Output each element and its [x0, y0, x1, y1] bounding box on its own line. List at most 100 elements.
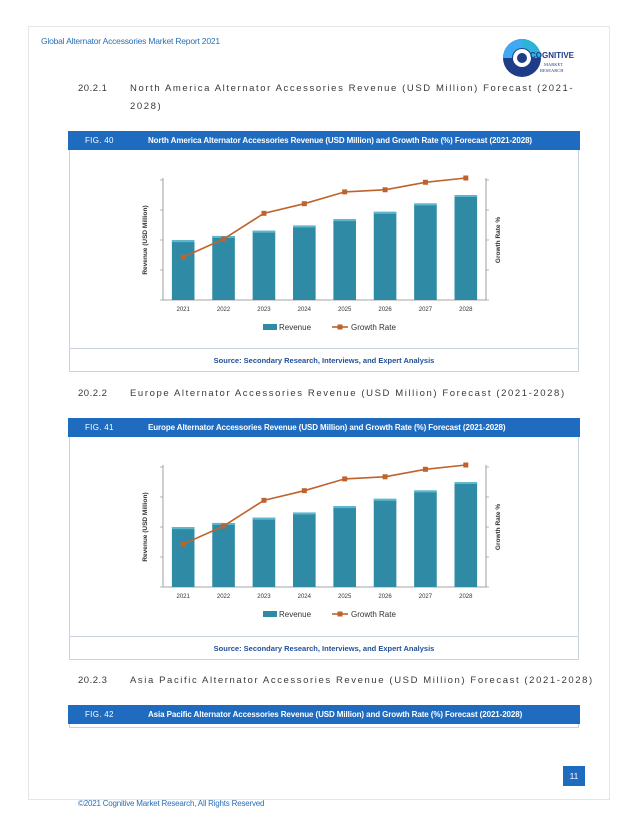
growth-rate-point	[342, 189, 348, 195]
legend-swatch-revenue	[263, 611, 277, 617]
growth-rate-point	[382, 474, 388, 480]
growth-rate-point	[342, 476, 348, 482]
x-tick-label: 2023	[257, 307, 271, 313]
growth-rate-point	[463, 462, 469, 468]
revenue-bar-highlight	[293, 512, 316, 515]
legend-swatch-growth-marker	[337, 324, 343, 330]
revenue-bar	[454, 482, 478, 587]
x-tick-label: 2026	[378, 307, 392, 313]
x-tick-label: 2021	[177, 594, 191, 600]
x-tick-label: 2024	[298, 594, 312, 600]
revenue-bar	[333, 506, 356, 587]
figure-caption-bar: FIG. 40 North America Alternator Accesso…	[68, 131, 580, 150]
growth-rate-point	[180, 254, 186, 260]
revenue-bar-highlight	[252, 517, 276, 520]
logo-word: COGNITIVE	[530, 51, 575, 60]
combo-chart: Revenue (USD Million) Growth Rate % 2021 20…	[142, 462, 502, 619]
revenue-bar	[414, 203, 437, 300]
legend-label-revenue: Revenue	[279, 610, 312, 619]
revenue-bar	[293, 512, 316, 587]
growth-rate-point	[180, 541, 186, 547]
growth-rate-point	[301, 201, 307, 207]
revenue-bar	[171, 527, 195, 587]
figure-title: Asia Pacific Alternator Accessories Reve…	[148, 710, 523, 719]
legend-label-revenue: Revenue	[279, 323, 312, 332]
section-title-cont: 2028)	[130, 101, 163, 112]
x-tick-label: 2024	[298, 307, 312, 313]
revenue-bar-highlight	[293, 225, 316, 228]
growth-rate-line	[182, 464, 466, 545]
growth-rate-point	[261, 210, 267, 216]
legend-label-growth-rate: Growth Rate	[351, 610, 396, 619]
growth-rate-point	[301, 488, 307, 494]
x-tick-label: 2028	[459, 594, 473, 600]
x-tick-label: 2027	[419, 594, 433, 600]
x-tick-label: 2026	[378, 594, 392, 600]
legend-label-growth-rate: Growth Rate	[351, 323, 396, 332]
figure-title: North America Alternator Accessories Rev…	[148, 136, 532, 145]
revenue-bar-highlight	[333, 219, 356, 222]
figure-title: Europe Alternator Accessories Revenue (U…	[148, 423, 506, 432]
x-tick-label: 2021	[177, 307, 191, 313]
revenue-bar-highlight	[333, 506, 356, 509]
figure-caption-bar: FIG. 42 Asia Pacific Alternator Accessor…	[68, 705, 580, 724]
legend-swatch-revenue	[263, 324, 277, 330]
revenue-bar	[414, 490, 437, 587]
revenue-bar	[373, 498, 397, 587]
section-number: 20.2.1	[78, 83, 108, 94]
figure-number: FIG. 40	[85, 136, 114, 145]
figure-box: Revenue (USD Million) Growth Rate % 2021 20…	[69, 437, 579, 660]
revenue-bar-highlight	[252, 230, 276, 233]
logo-sub2: RESEARCH	[540, 68, 564, 73]
revenue-bar	[252, 230, 276, 300]
section-number: 20.2.3	[78, 675, 108, 686]
growth-rate-point	[463, 175, 469, 181]
legend-swatch-growth-marker	[337, 611, 343, 617]
revenue-bar	[333, 219, 356, 300]
section-heading-20-2-2: 20.2.2 Europe Alternator Accessories Reve…	[78, 385, 566, 403]
x-tick-label: 2023	[257, 594, 271, 600]
footer-copyright: ©2021 Cognitive Market Research, All Rig…	[78, 799, 265, 808]
figure-number: FIG. 41	[85, 423, 114, 432]
revenue-bar-highlight	[171, 240, 195, 243]
revenue-bar-highlight	[454, 195, 478, 197]
revenue-bar	[212, 522, 235, 587]
revenue-bar	[373, 211, 397, 300]
growth-rate-point	[221, 523, 227, 529]
growth-rate-line	[182, 177, 466, 258]
x-tick-label: 2025	[338, 307, 352, 313]
growth-rate-point	[422, 466, 428, 472]
x-tick-label: 2027	[419, 307, 433, 313]
cognitive-logo: COGNITIVE MARKET RESEARCH	[503, 39, 575, 77]
y2-axis-label: Growth Rate %	[495, 217, 502, 263]
growth-rate-point	[422, 179, 428, 185]
revenue-bar-highlight	[373, 498, 397, 501]
page-frame	[28, 26, 610, 800]
x-tick-label: 2025	[338, 594, 352, 600]
section-title: Asia Pacific Alternator Accessories Reve…	[130, 675, 594, 686]
revenue-bar-highlight	[414, 490, 437, 493]
figure-box	[69, 724, 579, 728]
figure-source: Source: Secondary Research, Interviews, …	[70, 636, 578, 660]
revenue-bar	[171, 240, 195, 300]
figure-box: Revenue (USD Million) Growth Rate % 2021 20…	[69, 150, 579, 372]
y-axis-label: Revenue (USD Million)	[142, 492, 149, 561]
figure-caption-bar: FIG. 41 Europe Alternator Accessories Re…	[68, 418, 580, 437]
revenue-bar-highlight	[414, 203, 437, 206]
revenue-bar	[212, 235, 235, 300]
combo-chart: Revenue (USD Million) Growth Rate % 2021 20…	[142, 175, 502, 332]
x-tick-label: 2022	[217, 594, 231, 600]
section-heading-20-2-1: 20.2.1 North America Alternator Accessori…	[78, 80, 574, 116]
section-title: North America Alternator Accessories Rev…	[130, 83, 575, 94]
section-heading-20-2-3: 20.2.3 Asia Pacific Alternator Accessorie…	[78, 672, 594, 690]
revenue-bar	[293, 225, 316, 300]
revenue-bar	[454, 195, 478, 300]
y2-axis-label: Growth Rate %	[495, 504, 502, 550]
logo-sub1: MARKET	[544, 62, 563, 67]
x-tick-label: 2028	[459, 307, 473, 313]
growth-rate-point	[221, 236, 227, 242]
revenue-bar-highlight	[454, 482, 478, 484]
page-number: 11	[563, 766, 585, 786]
revenue-bar-highlight	[171, 527, 195, 530]
y-axis-label: Revenue (USD Million)	[142, 205, 149, 274]
